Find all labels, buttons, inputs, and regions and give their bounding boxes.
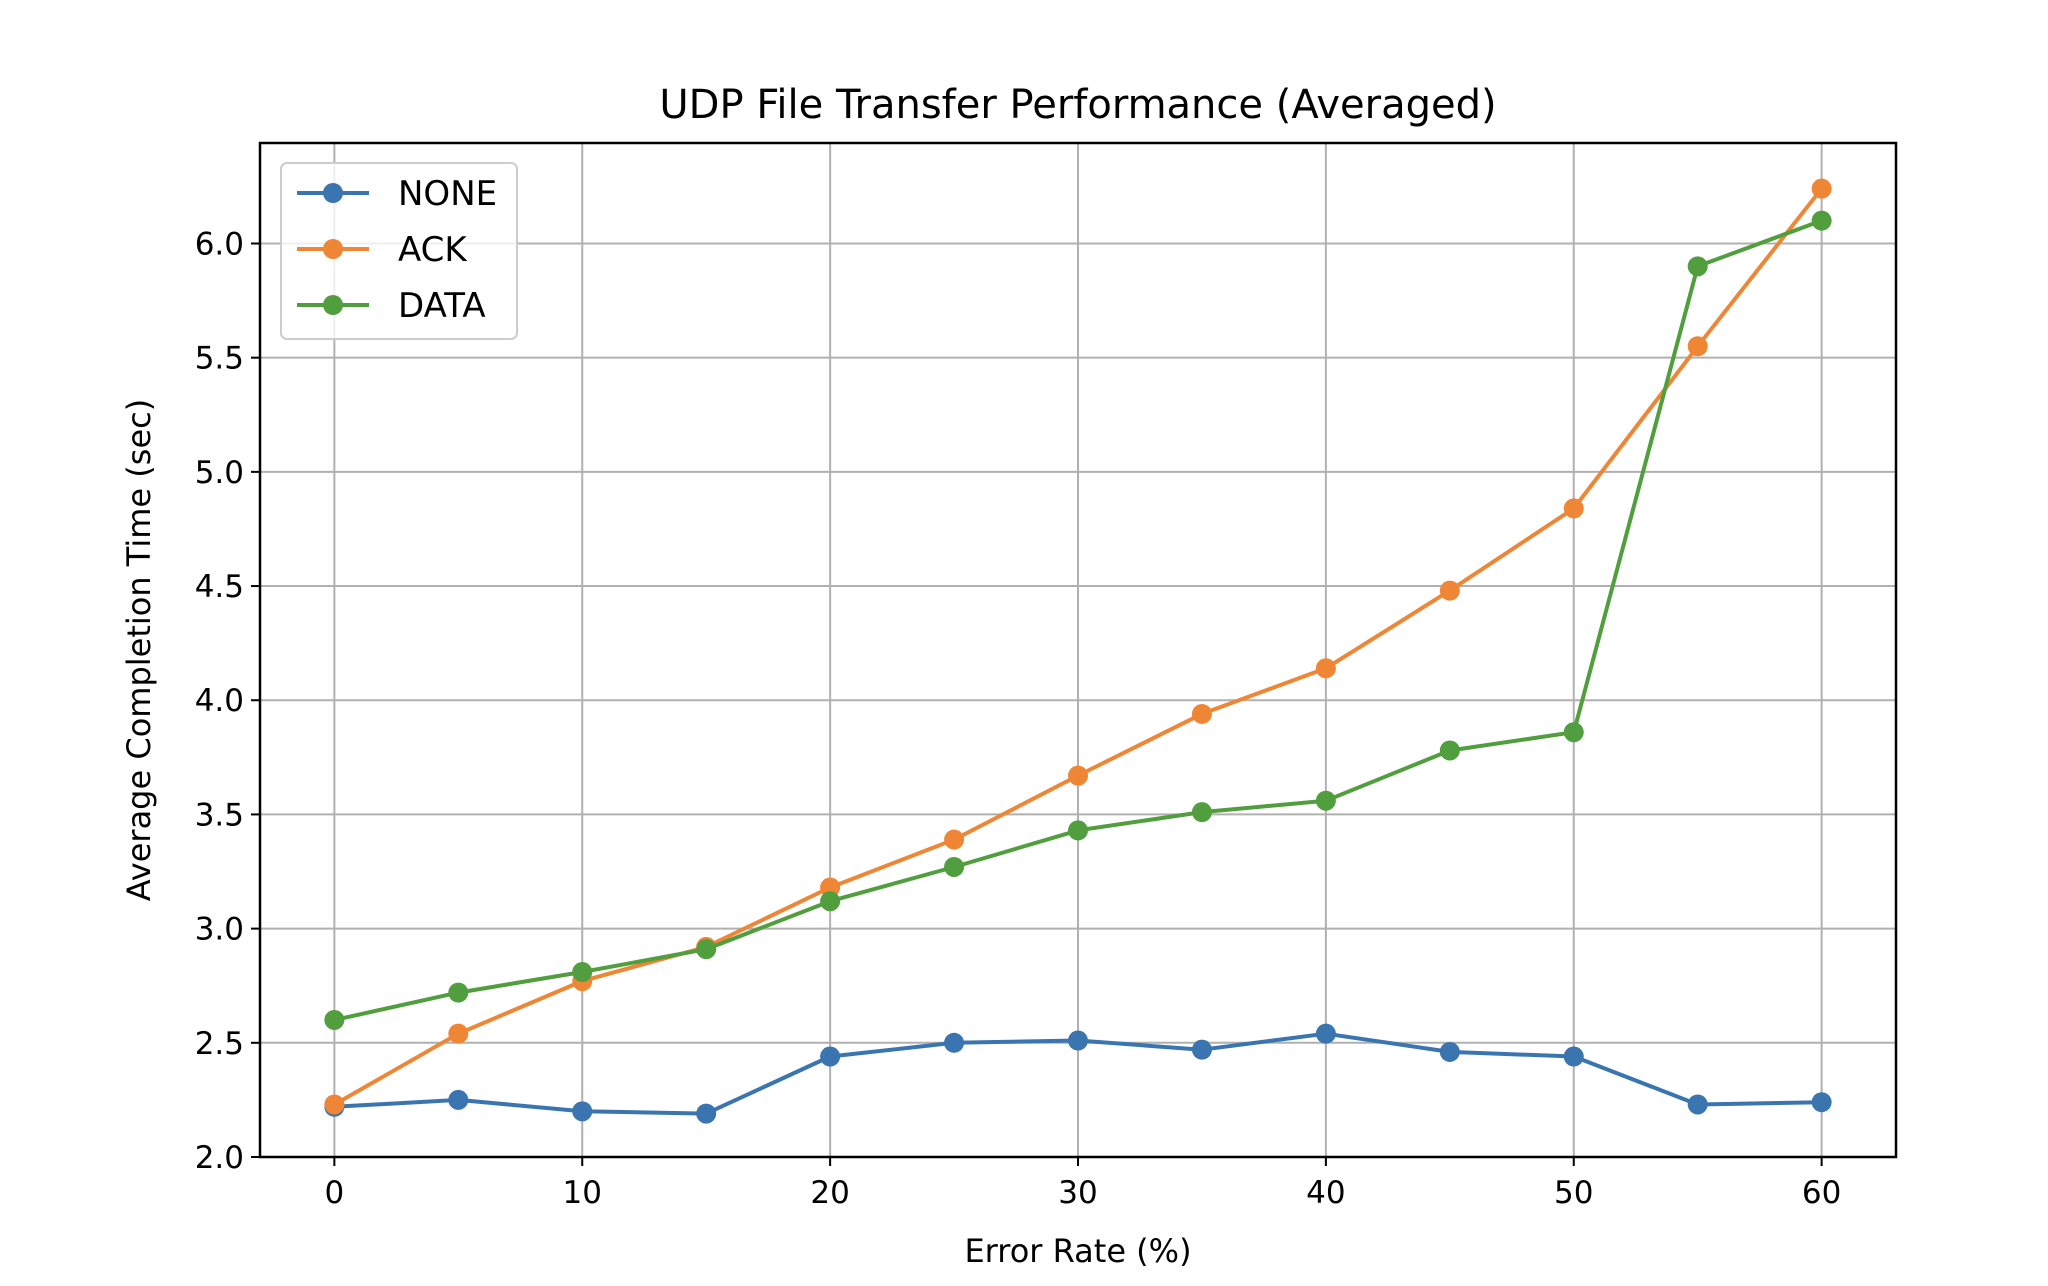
legend-label-data: DATA xyxy=(398,286,486,326)
x-tick-label: 30 xyxy=(1058,1175,1097,1211)
chart-title: UDP File Transfer Performance (Averaged) xyxy=(659,82,1496,128)
data-point-ack xyxy=(1811,178,1832,199)
legend-marker-ack xyxy=(323,239,343,259)
series-data xyxy=(324,210,1832,1030)
legend-marker-none xyxy=(323,183,343,203)
data-point-data xyxy=(696,939,717,960)
data-point-ack xyxy=(1687,336,1708,357)
legend-label-none: NONE xyxy=(398,174,497,214)
series-layer xyxy=(324,178,1832,1124)
data-point-ack xyxy=(1068,765,1088,786)
data-point-none xyxy=(1315,1023,1336,1044)
y-tick-label: 5.5 xyxy=(195,341,244,377)
x-tick-label: 0 xyxy=(324,1175,344,1211)
data-point-none xyxy=(572,1101,593,1122)
data-point-ack xyxy=(1439,580,1460,601)
data-point-data xyxy=(1191,802,1212,823)
y-tick-label: 5.0 xyxy=(195,455,244,491)
data-point-data xyxy=(1811,210,1832,231)
y-tick-label: 2.5 xyxy=(195,1026,244,1062)
data-point-ack xyxy=(944,829,965,850)
data-point-ack xyxy=(1563,498,1584,519)
data-point-none xyxy=(1068,1030,1088,1051)
data-point-none xyxy=(696,1103,717,1124)
data-point-none xyxy=(820,1046,841,1067)
data-point-none xyxy=(448,1089,469,1110)
y-tick-label: 4.5 xyxy=(195,569,244,605)
y-tick-label: 6.0 xyxy=(195,226,244,262)
data-point-ack xyxy=(1315,658,1336,679)
data-point-data xyxy=(1068,820,1088,841)
data-point-data xyxy=(1563,722,1584,743)
legend-box xyxy=(280,162,518,340)
data-point-none xyxy=(1563,1046,1584,1067)
data-point-ack xyxy=(324,1094,345,1115)
data-point-none xyxy=(1191,1039,1212,1060)
data-point-ack xyxy=(1191,703,1212,724)
data-point-ack xyxy=(820,877,841,898)
y-tick-label: 2.0 xyxy=(195,1140,244,1176)
data-point-none xyxy=(944,1032,965,1053)
axis-ticks: 0 10 20 30 40 50 60 2.0 2.5 3.0 3.5 4.0 4.5 5.0 5.5 6.0 xyxy=(195,226,1842,1211)
y-tick-label: 3.5 xyxy=(195,797,244,833)
data-point-data xyxy=(448,982,469,1003)
data-point-data xyxy=(572,962,593,983)
data-point-none xyxy=(1811,1092,1832,1113)
data-point-data xyxy=(1315,790,1336,811)
data-point-data xyxy=(1439,740,1460,761)
x-tick-label: 20 xyxy=(810,1175,849,1211)
legend: NONE ACK DATA xyxy=(280,162,518,340)
legend-label-ack: ACK xyxy=(398,230,468,270)
data-point-data xyxy=(944,856,965,877)
data-point-none xyxy=(1439,1041,1460,1062)
x-tick-label: 50 xyxy=(1554,1175,1593,1211)
data-point-none xyxy=(1687,1094,1708,1115)
data-point-data xyxy=(1687,256,1708,277)
x-tick-label: 60 xyxy=(1802,1175,1841,1211)
legend-marker-data xyxy=(323,295,343,315)
y-tick-label: 3.0 xyxy=(195,912,244,948)
grid xyxy=(260,143,1896,1158)
data-point-ack xyxy=(448,1023,469,1044)
data-point-data xyxy=(820,891,841,912)
data-point-data xyxy=(324,1009,345,1030)
x-tick-label: 10 xyxy=(563,1175,602,1211)
x-tick-label: 40 xyxy=(1306,1175,1345,1211)
y-axis-title: Average Completion Time (sec) xyxy=(120,399,158,901)
x-axis-title: Error Rate (%) xyxy=(964,1232,1191,1270)
y-tick-label: 4.0 xyxy=(195,683,244,719)
